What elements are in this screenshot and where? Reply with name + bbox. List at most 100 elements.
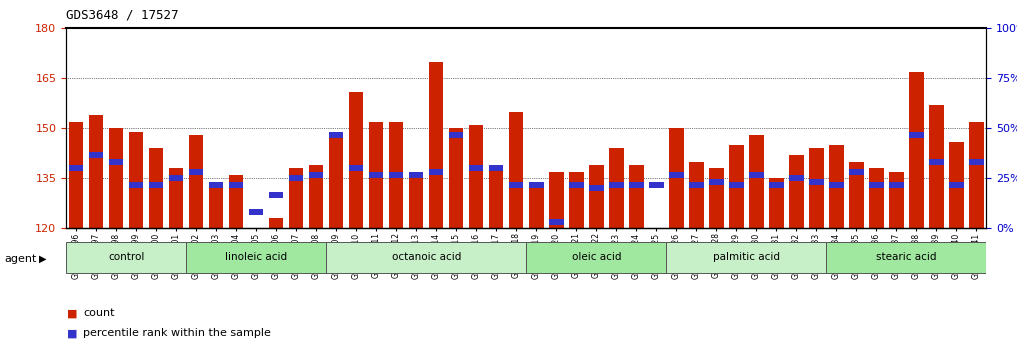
Bar bbox=[930, 159, 944, 165]
Text: agent: agent bbox=[4, 254, 37, 264]
Bar bbox=[390, 172, 404, 178]
Bar bbox=[750, 172, 764, 178]
Bar bbox=[510, 182, 524, 188]
Text: octanoic acid: octanoic acid bbox=[392, 252, 461, 262]
Bar bbox=[690, 182, 704, 188]
Bar bbox=[268, 192, 284, 198]
Bar bbox=[189, 169, 203, 175]
Text: oleic acid: oleic acid bbox=[572, 252, 621, 262]
Bar bbox=[309, 165, 323, 228]
Bar bbox=[489, 169, 503, 228]
Bar bbox=[369, 172, 383, 178]
Bar bbox=[289, 175, 303, 181]
Bar bbox=[249, 228, 263, 235]
Bar bbox=[630, 165, 644, 228]
Bar bbox=[909, 132, 923, 138]
Bar bbox=[729, 145, 743, 228]
Bar bbox=[969, 122, 983, 228]
Bar bbox=[450, 132, 464, 138]
Bar bbox=[330, 135, 344, 228]
Bar bbox=[769, 178, 784, 228]
Bar bbox=[249, 209, 263, 215]
Text: palmitic acid: palmitic acid bbox=[713, 252, 780, 262]
Text: GDS3648 / 17527: GDS3648 / 17527 bbox=[66, 9, 179, 22]
Bar bbox=[169, 175, 183, 181]
Bar bbox=[589, 185, 603, 191]
Text: control: control bbox=[108, 252, 144, 262]
Bar bbox=[709, 179, 723, 185]
Bar bbox=[789, 175, 803, 181]
Text: count: count bbox=[83, 308, 115, 318]
Bar bbox=[349, 165, 363, 171]
Bar bbox=[148, 148, 164, 228]
Bar bbox=[549, 172, 563, 228]
Bar bbox=[469, 165, 483, 171]
Bar bbox=[330, 132, 344, 138]
Bar bbox=[769, 182, 784, 188]
Bar bbox=[289, 169, 303, 228]
Bar bbox=[409, 172, 423, 178]
Bar bbox=[450, 128, 464, 228]
Bar bbox=[208, 182, 224, 188]
Bar bbox=[489, 165, 503, 171]
Bar bbox=[109, 128, 123, 228]
Bar bbox=[750, 135, 764, 228]
Text: percentile rank within the sample: percentile rank within the sample bbox=[83, 329, 272, 338]
FancyBboxPatch shape bbox=[666, 242, 827, 273]
Bar bbox=[129, 132, 143, 228]
Bar bbox=[268, 218, 284, 228]
Bar bbox=[870, 169, 884, 228]
Bar bbox=[870, 182, 884, 188]
Bar bbox=[729, 182, 743, 188]
Bar bbox=[849, 169, 863, 175]
Bar bbox=[69, 122, 83, 228]
FancyBboxPatch shape bbox=[827, 242, 986, 273]
Bar bbox=[169, 169, 183, 228]
Bar bbox=[88, 115, 104, 228]
Bar bbox=[949, 142, 964, 228]
Bar bbox=[609, 182, 623, 188]
Bar bbox=[709, 169, 723, 228]
Bar bbox=[69, 165, 83, 171]
Bar bbox=[930, 105, 944, 228]
Bar bbox=[229, 182, 243, 188]
Bar bbox=[229, 175, 243, 228]
Text: ■: ■ bbox=[67, 329, 77, 338]
Bar bbox=[409, 172, 423, 228]
Bar bbox=[570, 172, 584, 228]
Bar bbox=[949, 182, 964, 188]
Bar bbox=[109, 159, 123, 165]
Bar bbox=[889, 182, 904, 188]
Bar bbox=[429, 62, 443, 228]
Text: ■: ■ bbox=[67, 308, 77, 318]
Bar bbox=[849, 162, 863, 228]
FancyBboxPatch shape bbox=[186, 242, 326, 273]
Bar bbox=[690, 162, 704, 228]
Bar bbox=[609, 148, 623, 228]
FancyBboxPatch shape bbox=[527, 242, 666, 273]
Bar bbox=[589, 165, 603, 228]
Bar bbox=[669, 172, 683, 178]
Bar bbox=[349, 92, 363, 228]
Bar bbox=[570, 182, 584, 188]
Text: ▶: ▶ bbox=[39, 254, 46, 264]
Bar bbox=[649, 182, 663, 188]
Bar bbox=[529, 182, 543, 188]
Bar bbox=[549, 219, 563, 225]
Text: linoleic acid: linoleic acid bbox=[225, 252, 287, 262]
Bar bbox=[469, 125, 483, 228]
Text: stearic acid: stearic acid bbox=[877, 252, 937, 262]
FancyBboxPatch shape bbox=[326, 242, 527, 273]
Bar bbox=[189, 135, 203, 228]
FancyBboxPatch shape bbox=[66, 242, 186, 273]
Bar bbox=[208, 182, 224, 228]
Bar bbox=[889, 172, 904, 228]
Bar bbox=[789, 155, 803, 228]
Bar bbox=[969, 159, 983, 165]
Bar bbox=[829, 182, 844, 188]
Bar bbox=[810, 148, 824, 228]
Bar bbox=[630, 182, 644, 188]
Bar bbox=[369, 122, 383, 228]
Bar bbox=[669, 128, 683, 228]
Bar bbox=[148, 182, 164, 188]
